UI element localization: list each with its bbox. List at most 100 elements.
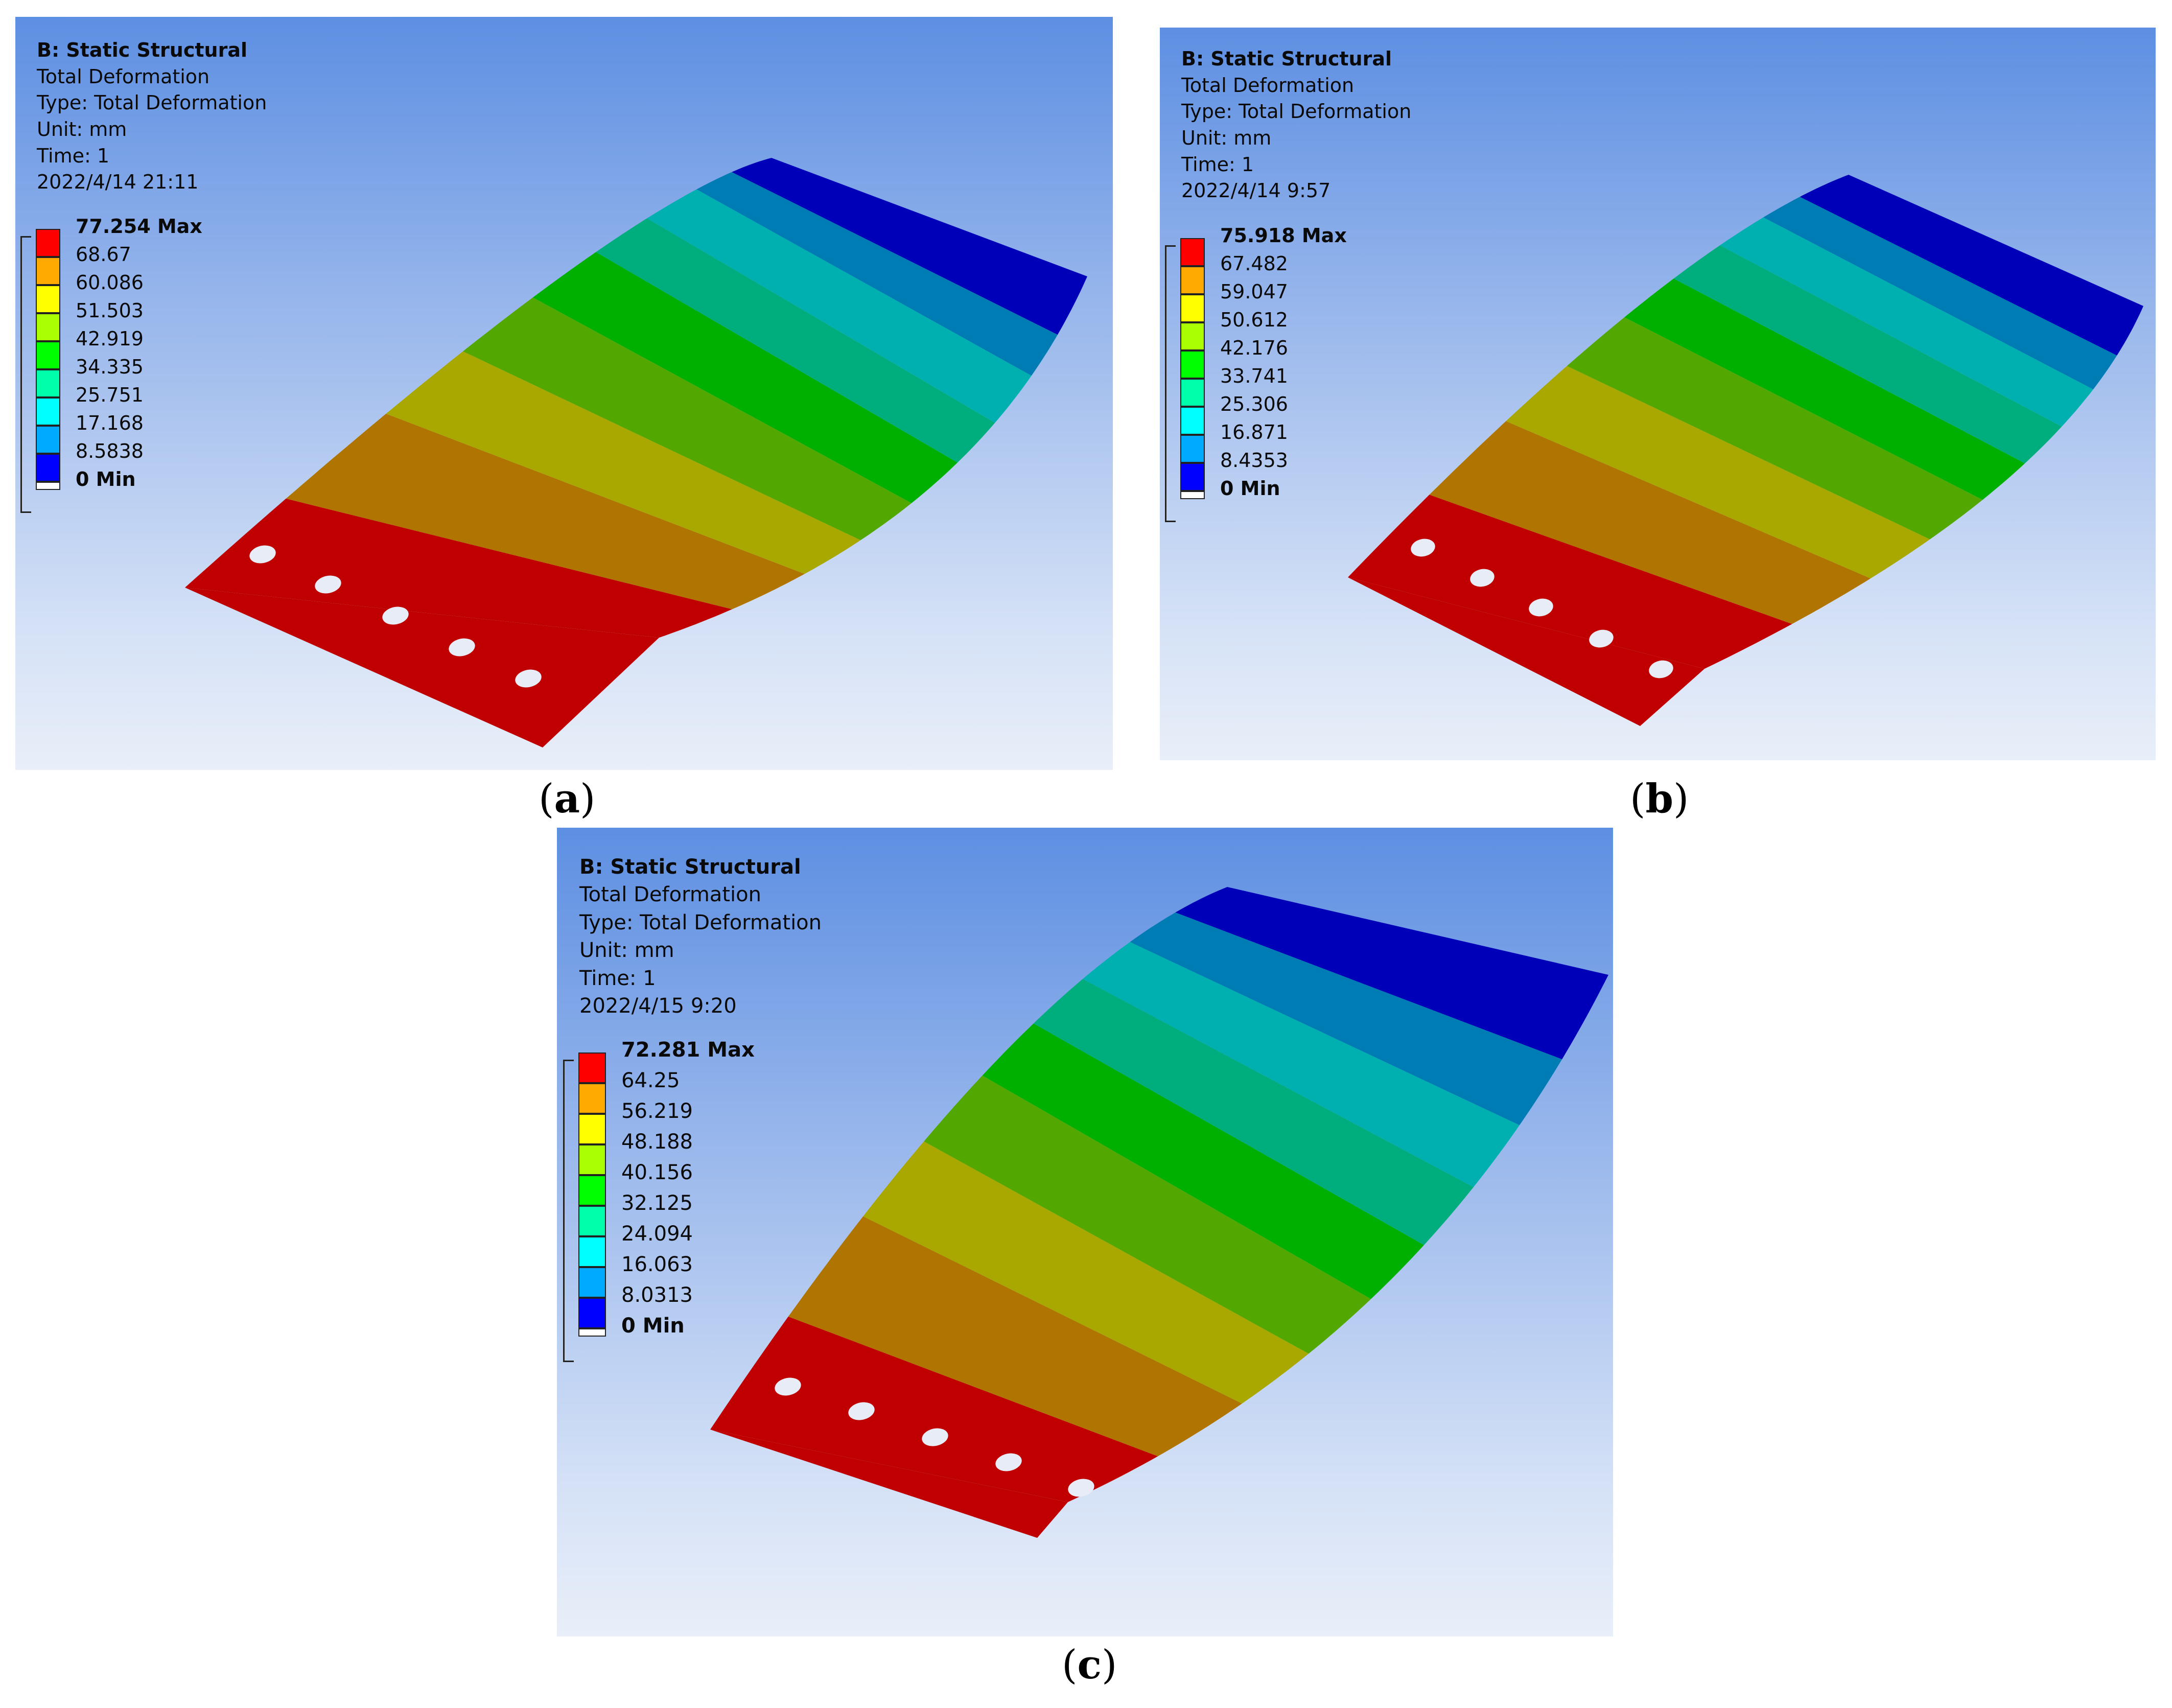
legend-value: 67.482	[1220, 252, 1288, 275]
result-unit: Unit: mm	[1181, 127, 1272, 150]
result-info-c: B: Static Structural Total Deformation T…	[579, 853, 822, 1020]
deformation-band	[696, 172, 1058, 376]
legend-swatch	[36, 313, 60, 341]
legend-swatch	[36, 229, 60, 257]
bolt-hole	[1649, 660, 1673, 678]
deformation-band	[982, 1023, 1424, 1299]
result-viewport-a[interactable]: B: Static Structural Total Deformation T…	[15, 17, 1113, 770]
legend-bracket	[20, 236, 31, 513]
bolt-hole	[1529, 598, 1553, 617]
deformation-band	[1348, 495, 1792, 669]
deformation-band	[647, 189, 1032, 423]
legend-value: 33.741	[1220, 365, 1288, 388]
legend-swatch	[578, 1144, 606, 1175]
bolt-hole	[249, 545, 276, 564]
legend-value: 72.281 Max	[621, 1038, 755, 1062]
bolt-hole	[922, 1428, 948, 1446]
caption-a: (a)	[539, 776, 596, 822]
result-viewport-b[interactable]: B: Static Structural Total Deformation T…	[1160, 28, 2156, 760]
legend-swatch	[578, 1052, 606, 1083]
result-type: Type: Total Deformation	[1181, 100, 1412, 123]
result-name: Total Deformation	[37, 65, 210, 88]
deformation-band	[1800, 175, 2143, 356]
color-legend-c: 72.281 Max 64.25 56.219 48.188 40.156 32.125 2…	[563, 1038, 788, 1385]
max-deformation-edge	[710, 1430, 1068, 1538]
legend-value: 56.219	[621, 1099, 693, 1123]
result-type: Type: Total Deformation	[579, 910, 822, 934]
legend-swatch	[1180, 463, 1205, 491]
legend-value: 0 Min	[76, 468, 136, 491]
legend-value: 60.086	[76, 271, 144, 294]
legend-swatch	[36, 285, 60, 313]
color-legend-a: 77.254 Max 68.67 60.086 51.503 42.919 34.335 2…	[20, 215, 235, 530]
legend-swatch	[1180, 379, 1205, 407]
legend-value: 40.156	[621, 1161, 693, 1184]
deformation-band	[533, 252, 957, 503]
caption-c: (c)	[1062, 1642, 1117, 1688]
legend-value: 17.168	[76, 412, 144, 435]
deformation-band	[1763, 197, 2117, 390]
deformation-band	[732, 158, 1087, 335]
result-time: Time: 1	[579, 966, 656, 990]
deformation-band	[863, 1141, 1309, 1404]
bolt-hole	[848, 1402, 875, 1420]
legend-bracket	[1165, 245, 1176, 522]
legend-swatch	[578, 1267, 606, 1298]
legend-swatch	[1180, 266, 1205, 294]
deformation-band	[1567, 317, 1983, 540]
deformation-band	[386, 351, 861, 574]
legend-swatch	[36, 397, 60, 426]
deformation-band	[286, 413, 805, 610]
deformation-band	[1673, 245, 2062, 463]
legend-value: 25.306	[1220, 393, 1288, 416]
legend-value: 42.919	[76, 327, 144, 350]
legend-value: 59.047	[1220, 280, 1288, 303]
deformation-band	[788, 1216, 1242, 1457]
deformation-band	[596, 218, 995, 463]
bolt-hole	[315, 575, 341, 594]
legend-value: 24.094	[621, 1222, 693, 1246]
result-info-b: B: Static Structural Total Deformation T…	[1181, 46, 1411, 204]
legend-swatch	[36, 257, 60, 285]
legend-bracket	[563, 1060, 574, 1362]
bolt-hole	[1411, 539, 1435, 557]
bolt-hole	[995, 1453, 1022, 1471]
legend-swatch	[36, 454, 60, 482]
legend-swatch	[578, 1175, 606, 1206]
legend-value: 51.503	[76, 299, 144, 322]
max-deformation-edge	[1348, 577, 1704, 726]
legend-value: 64.25	[621, 1069, 680, 1092]
deformation-band	[1130, 912, 1562, 1126]
legend-value: 25.751	[76, 384, 144, 407]
result-info-a: B: Static Structural Total Deformation T…	[37, 37, 267, 196]
result-type: Type: Total Deformation	[37, 91, 267, 114]
result-unit: Unit: mm	[579, 939, 674, 963]
legend-swatch	[36, 482, 60, 490]
legend-value: 0 Min	[1220, 477, 1280, 500]
deformation-band	[924, 1075, 1371, 1354]
result-unit: Unit: mm	[37, 118, 127, 141]
legend-value: 16.871	[1220, 421, 1288, 444]
result-viewport-c[interactable]: B: Static Structural Total Deformation T…	[557, 828, 1613, 1636]
deformation-band	[710, 1316, 1158, 1502]
bolt-hole	[1068, 1479, 1094, 1497]
legend-value: 32.125	[621, 1191, 693, 1215]
legend-swatch	[1180, 435, 1205, 463]
max-deformation-edge	[185, 588, 659, 747]
result-time: Time: 1	[1181, 153, 1254, 176]
deformation-band	[1429, 421, 1871, 624]
legend-swatch	[36, 341, 60, 369]
legend-value: 42.176	[1220, 337, 1288, 360]
deformation-band	[1083, 942, 1520, 1187]
legend-value: 8.5838	[76, 440, 144, 463]
bolt-hole	[1470, 569, 1494, 587]
legend-swatch	[1180, 238, 1205, 266]
legend-swatch	[36, 369, 60, 397]
legend-swatch	[578, 1298, 606, 1328]
deformation-band	[1175, 887, 1608, 1060]
legend-value: 8.4353	[1220, 449, 1288, 472]
deformation-band	[185, 498, 732, 638]
legend-value: 77.254 Max	[76, 215, 202, 238]
result-time: Time: 1	[37, 144, 110, 167]
legend-swatch	[578, 1328, 606, 1337]
